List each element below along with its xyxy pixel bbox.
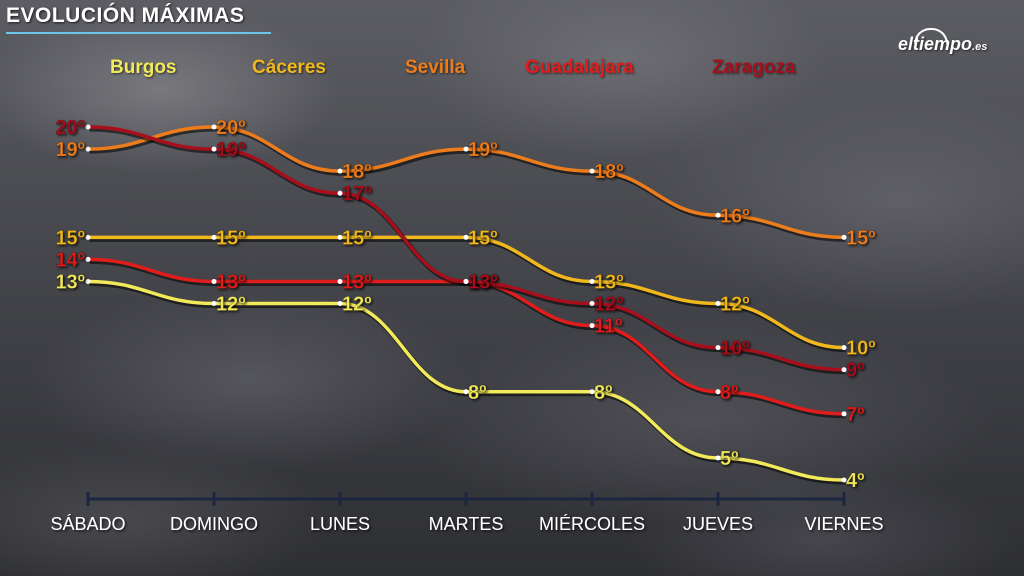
- data-point-burgos: [463, 389, 469, 395]
- data-label-burgos: 13º: [55, 271, 85, 293]
- data-point-zaragoza: [85, 124, 91, 130]
- legend-item-guadalajara: Guadalajara: [525, 57, 634, 78]
- x-tick-label: SÁBADO: [50, 514, 125, 534]
- series-line-zaragoza: [86, 125, 846, 372]
- data-label-sevilla: 18º: [342, 161, 372, 183]
- data-label-sevilla: 16º: [720, 205, 750, 227]
- data-label-guadalajara: 13º: [342, 271, 372, 293]
- data-label-zaragoza: 19º: [216, 139, 246, 161]
- legend-item-caceres: Cáceres: [252, 57, 326, 78]
- series-line-caceres: [86, 235, 846, 350]
- data-point-caceres: [841, 345, 847, 351]
- data-label-zaragoza: 17º: [342, 183, 372, 205]
- data-point-zaragoza: [211, 146, 217, 152]
- data-point-burgos: [841, 477, 847, 483]
- title-underline: [6, 32, 271, 34]
- data-point-guadalajara: [85, 256, 91, 262]
- data-point-caceres: [211, 234, 217, 240]
- data-point-zaragoza: [715, 345, 721, 351]
- data-label-sevilla: 15º: [846, 227, 876, 249]
- data-label-guadalajara: 11º: [594, 316, 622, 338]
- data-point-burgos: [589, 389, 595, 395]
- data-label-caceres: 15º: [468, 227, 498, 249]
- data-point-burgos: [337, 301, 343, 307]
- legend-item-zaragoza: Zaragoza: [712, 57, 796, 78]
- data-point-guadalajara: [337, 278, 343, 284]
- data-point-burgos: [211, 301, 217, 307]
- x-tick-label: MARTES: [429, 514, 504, 534]
- data-label-burgos: 8º: [468, 382, 486, 404]
- data-label-zaragoza: 13º: [468, 271, 498, 293]
- data-label-sevilla: 20º: [216, 117, 246, 139]
- data-label-burgos: 12º: [216, 294, 246, 316]
- x-tick-label: DOMINGO: [170, 514, 258, 534]
- data-label-guadalajara: 8º: [720, 382, 738, 404]
- x-tick-label: LUNES: [310, 514, 370, 534]
- data-point-guadalajara: [211, 278, 217, 284]
- data-label-sevilla: 19º: [468, 139, 498, 161]
- page-title: EVOLUCIÓN MÁXIMAS: [6, 4, 245, 27]
- data-point-zaragoza: [841, 367, 847, 373]
- data-label-guadalajara: 13º: [468, 271, 498, 293]
- data-label-zaragoza: 12º: [594, 294, 624, 316]
- series-shadow-zaragoza: [89, 126, 846, 375]
- data-point-caceres: [463, 234, 469, 240]
- data-point-sevilla: [589, 168, 595, 174]
- data-label-caceres: 10º: [846, 338, 876, 360]
- legend-item-sevilla: Sevilla: [405, 57, 466, 78]
- data-label-zaragoza: 10º: [720, 338, 750, 360]
- data-point-sevilla: [841, 234, 847, 240]
- data-point-caceres: [589, 278, 595, 284]
- data-point-caceres: [337, 234, 343, 240]
- x-tick-label: VIERNES: [804, 514, 883, 534]
- data-point-sevilla: [463, 146, 469, 152]
- data-label-guadalajara: 14º: [55, 249, 85, 271]
- data-label-caceres: 15º: [55, 227, 85, 249]
- data-label-zaragoza: 20º: [55, 117, 85, 139]
- data-point-guadalajara: [715, 389, 721, 395]
- data-point-burgos: [85, 278, 91, 284]
- data-point-caceres: [715, 301, 721, 307]
- data-label-guadalajara: 13º: [216, 271, 246, 293]
- data-point-sevilla: [715, 212, 721, 218]
- data-point-sevilla: [337, 168, 343, 174]
- data-point-burgos: [715, 455, 721, 461]
- data-label-sevilla: 19º: [55, 139, 85, 161]
- data-point-guadalajara: [589, 323, 595, 329]
- data-point-zaragoza: [337, 190, 343, 196]
- data-label-sevilla: 18º: [594, 161, 624, 183]
- data-label-guadalajara: 7º: [846, 404, 864, 426]
- data-label-caceres: 15º: [216, 227, 246, 249]
- data-label-caceres: 13º: [594, 271, 624, 293]
- x-tick-label: MIÉRCOLES: [539, 514, 645, 534]
- data-label-burgos: 4º: [846, 470, 864, 492]
- eltiempo-logo: eltiempo.es: [898, 28, 1002, 58]
- data-point-sevilla: [85, 146, 91, 152]
- logo-suffix: .es: [972, 41, 988, 53]
- data-point-zaragoza: [463, 278, 469, 284]
- data-point-sevilla: [211, 124, 217, 130]
- data-label-burgos: 12º: [342, 294, 372, 316]
- legend-item-burgos: Burgos: [110, 57, 177, 78]
- logo-text: eltiempo: [898, 34, 973, 54]
- x-tick-label: JUEVES: [683, 514, 753, 534]
- data-label-burgos: 8º: [594, 382, 612, 404]
- data-point-zaragoza: [589, 301, 595, 307]
- data-label-caceres: 12º: [720, 294, 750, 316]
- data-label-burgos: 5º: [720, 448, 738, 470]
- series-shadow-caceres: [89, 236, 846, 353]
- data-point-guadalajara: [841, 411, 847, 417]
- data-point-caceres: [85, 234, 91, 240]
- data-label-zaragoza: 9º: [846, 360, 864, 382]
- data-label-caceres: 15º: [342, 227, 372, 249]
